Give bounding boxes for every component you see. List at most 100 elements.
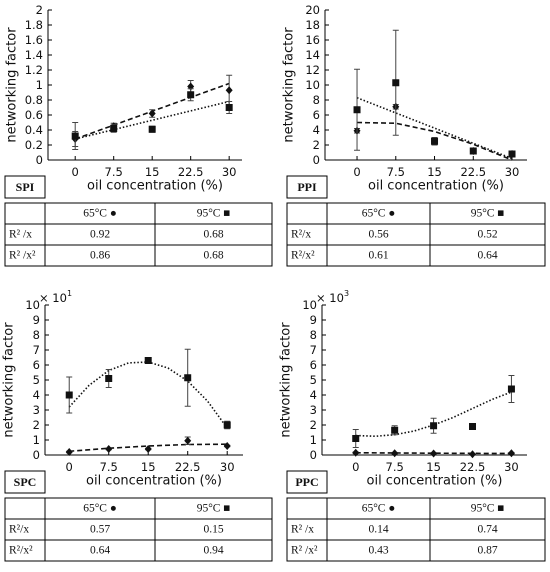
point: [105, 445, 113, 453]
x-axis-label: oil concentration (%): [87, 179, 223, 194]
fit-line: [357, 121, 513, 161]
chart-label: PPI: [297, 180, 317, 194]
x-tick-label: 15: [141, 460, 156, 474]
y-tick-label: 3: [310, 403, 317, 417]
table-cell: 0.14: [368, 524, 388, 536]
point: [148, 109, 156, 118]
y-tick-label: 14: [305, 48, 320, 62]
y-tick-label: 2: [310, 418, 317, 432]
x-tick-label: 30: [505, 165, 520, 179]
point: [225, 86, 233, 95]
table-cell: 0.64: [90, 545, 110, 557]
table-cell: 0.92: [90, 229, 110, 241]
table-cell: 0.86: [90, 250, 110, 262]
point: [507, 385, 515, 393]
fit-line: [355, 451, 512, 455]
x-tick-label: 15: [426, 460, 441, 474]
point: [187, 91, 195, 99]
y-tick-label: 0.4: [25, 123, 43, 137]
fit-line: [356, 97, 513, 160]
x-tick-label: 7.5: [100, 460, 118, 474]
chart-label: SPI: [16, 180, 35, 194]
x-tick-label: 15: [145, 165, 160, 179]
y-tick-label: 0: [310, 448, 317, 462]
point: [148, 125, 156, 133]
table-row-label: R²/x²: [9, 545, 33, 557]
y-tick-label: 9: [33, 313, 40, 327]
x-tick-label: 30: [222, 165, 237, 179]
y-tick-label: 1.6: [25, 33, 43, 47]
point: [431, 137, 439, 145]
table-cell: 0.68: [203, 229, 223, 241]
table-frame: [4, 202, 273, 267]
point: [469, 147, 477, 155]
x-tick-label: 22.5: [460, 460, 486, 474]
table-header: 65°C ●: [362, 503, 396, 515]
y-tick-label: 0: [33, 448, 40, 462]
y-tick-label: 0: [36, 153, 43, 167]
label-box: [286, 470, 328, 494]
y-tick-label: 2: [33, 418, 40, 432]
y-tick-label: 20: [305, 3, 320, 17]
y-tick-label: 10: [25, 298, 40, 312]
y-tick-label: 2: [36, 3, 43, 17]
y-tick-label: 0.2: [25, 138, 43, 152]
x-tick-label: 0: [353, 165, 360, 179]
table-header: 95°C ■: [197, 208, 231, 220]
y-tick-label: 1: [310, 433, 317, 447]
y-tick-label: 8: [33, 328, 40, 342]
x-tick-label: 22.5: [460, 165, 486, 179]
point: [430, 449, 438, 458]
point: [225, 104, 233, 111]
y-tick-label: 12: [305, 63, 320, 77]
x-tick-label: 15: [427, 165, 442, 179]
table-header: 95°C ■: [471, 208, 505, 220]
table-row-label: R²/x: [291, 229, 311, 241]
table-cell: 0.43: [368, 545, 388, 557]
point: [184, 436, 192, 445]
y-tick-label: 0.8: [25, 93, 43, 107]
table-row-label: R² /x²: [9, 250, 36, 262]
table-cell: 0.64: [477, 250, 497, 262]
y-tick-label: 6: [310, 358, 317, 372]
table-header: 65°C ●: [362, 208, 396, 220]
x-tick-label: 22.5: [178, 165, 204, 179]
table-cell: 0.94: [203, 545, 223, 557]
y-tick-label: 4: [313, 123, 320, 137]
y-tick-label: 9: [310, 313, 317, 327]
x-tick-label: 7.5: [387, 165, 405, 179]
table-frame: [286, 202, 546, 267]
fit-line: [75, 100, 230, 140]
point: [144, 357, 152, 364]
y-tick-label: 5: [33, 373, 40, 387]
table-header: 65°C ●: [83, 208, 117, 220]
y-axis-label: networking factor: [282, 27, 297, 143]
x-tick-label: 0: [352, 460, 359, 474]
point: [391, 426, 399, 434]
point: [110, 125, 118, 132]
y-tick-label: 10: [302, 298, 317, 312]
x-axis-label: oil concentration (%): [86, 474, 222, 489]
point: [223, 421, 231, 429]
label-box: [4, 175, 46, 199]
table-cell: 0.61: [368, 250, 388, 262]
fit-line: [68, 361, 228, 429]
point: [508, 150, 516, 158]
y-tick-label: 1: [33, 433, 40, 447]
y-tick-label: 3: [33, 403, 40, 417]
x-tick-label: 0: [72, 165, 79, 179]
point: [65, 391, 73, 399]
x-tick-label: 30: [504, 460, 519, 474]
table-cell: 0.15: [203, 524, 223, 536]
table-row-label: R² /x²: [291, 545, 318, 557]
table-cell: 0.68: [203, 250, 223, 262]
y-tick-label: 5: [310, 373, 317, 387]
y-axis-label: networking factor: [279, 322, 294, 438]
y-tick-label: 16: [305, 33, 320, 47]
x-tick-label: 7.5: [386, 460, 404, 474]
y-tick-label: 1: [36, 78, 43, 92]
point: [507, 449, 515, 458]
y-scale: × 101: [39, 289, 72, 306]
table-row-label: R² /x: [291, 524, 314, 536]
table-header: 95°C ■: [197, 503, 231, 515]
